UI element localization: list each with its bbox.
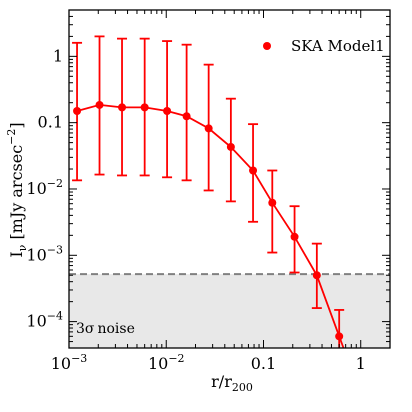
y-tick-label: 1 bbox=[53, 46, 63, 65]
x-axis-label-main: r/r bbox=[211, 372, 232, 391]
y-tick-label-base: 10 bbox=[26, 179, 46, 198]
data-point bbox=[182, 112, 191, 121]
tick-labels: 10−3 10−2 0.1 110−410−310−20.11 bbox=[26, 46, 365, 373]
data-point bbox=[268, 198, 277, 207]
x-axis-label-sub: 200 bbox=[232, 381, 253, 394]
plot-frame bbox=[68, 9, 391, 349]
y-tick-label: 10−3 bbox=[26, 243, 63, 264]
data-point bbox=[226, 142, 235, 151]
x-tick-label-exp: −3 bbox=[71, 352, 87, 365]
data-point bbox=[204, 124, 213, 133]
y-axis-label: Iν [mJy arcsec−2] bbox=[5, 122, 29, 257]
y-tick-label: 0.1 bbox=[38, 113, 63, 132]
x-tick-label: 1 bbox=[356, 354, 366, 373]
y-tick-label-exp: −3 bbox=[47, 243, 63, 256]
y-tick-label-base: 10 bbox=[26, 245, 46, 264]
x-tick-label: 10−3 bbox=[51, 352, 88, 373]
y-axis-label-close: ] bbox=[7, 122, 26, 128]
data-point bbox=[163, 106, 172, 115]
x-tick-label-base: 10 bbox=[148, 354, 168, 373]
x-axis-label: r/r200 bbox=[211, 372, 253, 394]
y-axis-label-exp: −2 bbox=[5, 129, 18, 145]
data-point bbox=[249, 166, 258, 175]
y-axis-label-unit: [mJy arcsec bbox=[7, 145, 26, 245]
data-point bbox=[290, 232, 299, 241]
legend-marker bbox=[263, 42, 271, 50]
data-point bbox=[140, 103, 149, 112]
y-tick-label: 10−2 bbox=[26, 177, 63, 198]
y-axis-label-sub: ν bbox=[16, 244, 29, 251]
legend: SKA Model1 bbox=[263, 37, 385, 55]
x-tick-label-exp: −2 bbox=[168, 352, 184, 365]
x-tick-label: 0.1 bbox=[251, 354, 276, 373]
data-point bbox=[95, 100, 104, 109]
noise-label-symbol: 3σ bbox=[76, 321, 95, 337]
y-tick-label-exp: −4 bbox=[47, 310, 63, 323]
y-tick-label-exp: −2 bbox=[47, 177, 63, 190]
noise-label-text: noise bbox=[97, 321, 134, 337]
y-tick-label-base: 10 bbox=[26, 312, 46, 331]
data-point bbox=[335, 332, 344, 341]
data-point bbox=[312, 271, 321, 280]
x-tick-label-base: 10 bbox=[51, 354, 71, 373]
x-tick-label: 10−2 bbox=[148, 352, 185, 373]
data-point bbox=[118, 103, 127, 112]
legend-label: SKA Model1 bbox=[291, 37, 385, 55]
y-axis-label-main: I bbox=[7, 251, 26, 257]
y-tick-label: 10−4 bbox=[26, 310, 63, 331]
data-points bbox=[73, 100, 344, 341]
noise-label: 3σ noise bbox=[76, 321, 135, 337]
data-point bbox=[73, 106, 82, 115]
